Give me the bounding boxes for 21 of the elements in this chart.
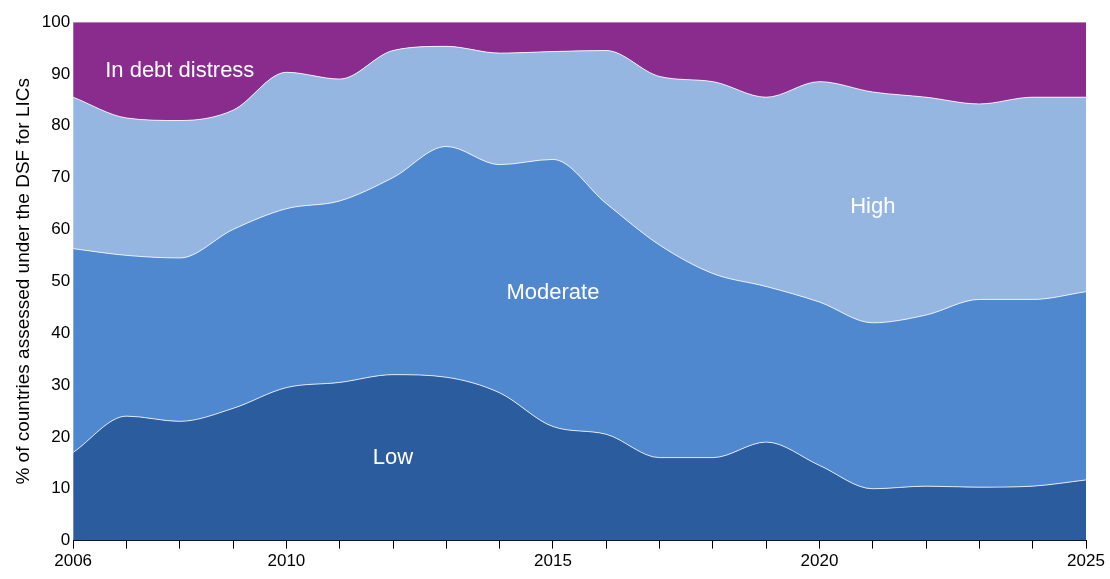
y-tick-label: 50	[51, 270, 71, 290]
y-tick-label: 100	[41, 11, 71, 31]
y-tick-label: 0	[60, 530, 71, 550]
x-tick-label: 2015	[534, 551, 572, 571]
y-tick-label: 30	[51, 374, 71, 394]
x-tick-label: 2010	[267, 551, 306, 571]
x-tick-label: 2006	[54, 551, 93, 571]
series-label: Moderate	[506, 279, 600, 305]
y-tick-label: 20	[51, 426, 71, 446]
y-tick-label: 90	[51, 63, 71, 83]
y-tick-label: 10	[51, 478, 71, 498]
y-axis-title: % of countries assessed under the DSF for LICs	[11, 78, 33, 485]
y-tick-label: 70	[51, 167, 71, 187]
y-tick-label: 80	[51, 115, 71, 135]
series-label: High	[850, 193, 896, 219]
y-tick-label: 60	[51, 219, 71, 239]
x-tick-label: 2020	[800, 551, 839, 571]
x-tick-label: 2025	[1067, 551, 1105, 571]
series-label: Low	[372, 443, 414, 469]
series-label: In debt distress	[105, 57, 255, 83]
y-tick-label: 40	[51, 322, 71, 342]
